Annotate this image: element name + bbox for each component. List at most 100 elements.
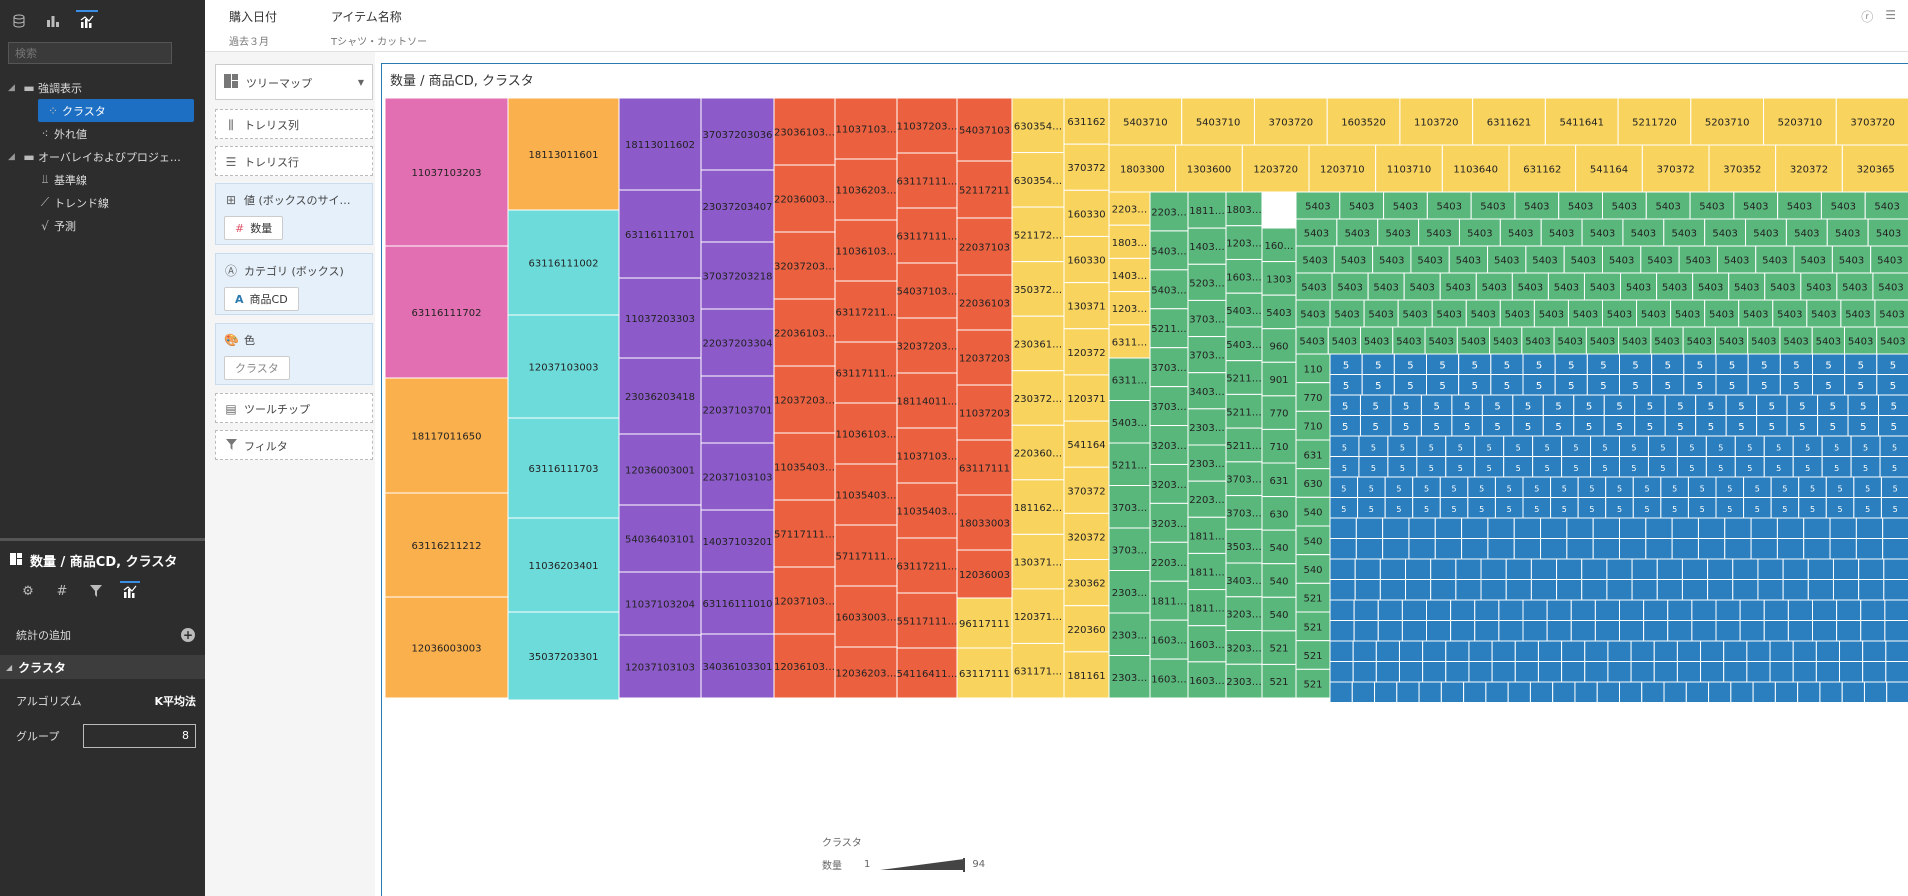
treemap-cell[interactable]: 37037203036 [700,98,775,171]
treemap-box[interactable] [1396,681,1420,703]
treemap-box[interactable] [1811,326,1845,355]
treemap-box[interactable] [1885,640,1908,662]
treemap-box[interactable] [1653,640,1678,662]
treemap-cell[interactable]: 54116411… [896,647,958,699]
treemap-cell[interactable]: 5 [1619,353,1653,375]
treemap-cell[interactable]: 5 [1705,435,1736,457]
treemap-box[interactable] [1463,681,1487,703]
treemap-box[interactable] [1108,400,1151,444]
treemap-box[interactable] [1149,658,1189,699]
treemap-cell[interactable]: 320372 [1775,144,1843,193]
treemap-cell[interactable]: 5 [1786,394,1819,416]
treemap-cell[interactable] [1862,661,1887,683]
treemap-cell[interactable]: 5 [1779,374,1814,396]
treemap-cell[interactable] [1546,620,1572,642]
treemap-box[interactable] [1295,439,1331,470]
treemap-cell[interactable]: 1811… [1187,516,1227,554]
treemap-cell[interactable] [1468,640,1493,662]
treemap-cell[interactable]: 5403 [1540,218,1583,247]
treemap-box[interactable] [1839,661,1864,683]
treemap-cell[interactable]: 5 [1416,435,1447,457]
treemap-cell[interactable] [1606,579,1633,601]
treemap-cell[interactable]: 5 [1676,435,1707,457]
treemap-cell[interactable]: 5 [1878,394,1908,416]
treemap-box[interactable] [1835,98,1908,146]
treemap-box[interactable] [1295,668,1331,699]
color-drop[interactable]: 🎨 色 クラスタ [215,323,373,385]
treemap-cell[interactable]: 5403 [1747,326,1781,355]
treemap-cell[interactable]: 5 [1880,497,1908,519]
treemap-cell[interactable] [1708,681,1732,703]
treemap-cell[interactable]: 5 [1554,353,1588,375]
treemap-box[interactable] [1187,263,1227,301]
treemap-box[interactable] [1329,579,1356,601]
treemap-box[interactable] [1011,261,1065,317]
treemap-cell[interactable]: 320372 [1063,512,1110,561]
treemap-box[interactable] [1882,517,1908,539]
treemap-box[interactable] [1707,579,1734,601]
treemap-box[interactable] [1354,579,1381,601]
treemap-cell[interactable]: 5 [1474,456,1505,478]
treemap-cell[interactable]: 5 [1879,435,1908,457]
treemap-box[interactable] [1445,661,1470,683]
treemap-cell[interactable]: 5 [1329,374,1363,396]
treemap-cell[interactable]: 5403 [1650,326,1684,355]
treemap-box[interactable] [1656,579,1683,601]
treemap-cell[interactable] [1408,538,1436,560]
treemap-cell[interactable]: 5403710 [1108,98,1183,146]
treemap-cell[interactable]: 5403 [1511,272,1549,301]
treemap-cell[interactable] [1757,558,1784,580]
treemap-box[interactable] [834,158,898,221]
treemap-cell[interactable]: 22037103 [956,217,1013,276]
treemap-cell[interactable] [1556,558,1583,580]
treemap-box[interactable] [1872,272,1908,301]
treemap-box[interactable] [1540,517,1568,539]
treemap-cell[interactable]: 5 [1490,353,1524,375]
treemap-cell[interactable]: 5 [1747,353,1781,375]
treemap-cell[interactable]: 5403 [1678,245,1718,274]
treemap-cell[interactable]: 5403 [1418,218,1460,247]
treemap-box[interactable] [1063,512,1110,561]
treemap-cell[interactable]: 5 [1494,476,1524,498]
tree-item-outlier[interactable]: ⁖ 外れ値 [8,122,198,145]
treemap-cell[interactable]: 5 [1467,497,1496,519]
treemap-box[interactable] [1843,326,1878,355]
treemap-cell[interactable]: 5 [1619,435,1649,457]
treemap-box[interactable] [1352,640,1377,662]
treemap-box[interactable] [1752,681,1776,703]
treemap-cell[interactable]: 5403 [1876,326,1908,355]
treemap-box[interactable] [1439,272,1477,301]
treemap-cell[interactable]: 12037103… [773,566,836,635]
treemap-box[interactable] [773,365,836,434]
treemap-cell[interactable] [1540,517,1568,539]
treemap-cell[interactable] [1757,579,1784,601]
treemap-box[interactable] [956,329,1013,386]
treemap-box[interactable] [1011,152,1065,208]
treemap-cell[interactable]: 11037103204 [618,571,702,636]
treemap-cell[interactable] [1671,538,1699,560]
treemap-cell[interactable]: 5403 [1831,245,1872,274]
treemap-box[interactable] [1367,272,1405,301]
treemap-cell[interactable]: 5403 [1800,272,1838,301]
treemap-box[interactable] [1750,517,1778,539]
treemap-box[interactable] [1630,640,1655,662]
treemap-box[interactable] [618,277,702,359]
treemap-box[interactable] [1377,218,1420,247]
treemap-cell[interactable]: 1203… [1108,291,1151,326]
treemap-cell[interactable]: 5 [1490,374,1524,396]
treemap-cell[interactable]: 5 [1573,415,1605,437]
treemap-cell[interactable] [1653,640,1678,662]
treemap-cell[interactable]: 5 [1550,476,1579,498]
treemap-cell[interactable]: 770 [1261,395,1297,430]
treemap-cell[interactable] [1594,620,1620,642]
treemap-cell[interactable] [1884,599,1908,621]
treemap-cell[interactable]: 5211… [1149,308,1189,349]
treemap-box[interactable] [1566,517,1594,539]
treemap-cell[interactable] [1723,640,1748,662]
treemap-box[interactable] [1584,640,1609,662]
treemap-box[interactable] [1862,661,1887,683]
treemap-cell[interactable]: 1603… [1187,661,1227,699]
treemap-cell[interactable] [1537,640,1563,662]
treemap-box[interactable] [1656,558,1683,580]
treemap-box[interactable] [618,357,702,435]
